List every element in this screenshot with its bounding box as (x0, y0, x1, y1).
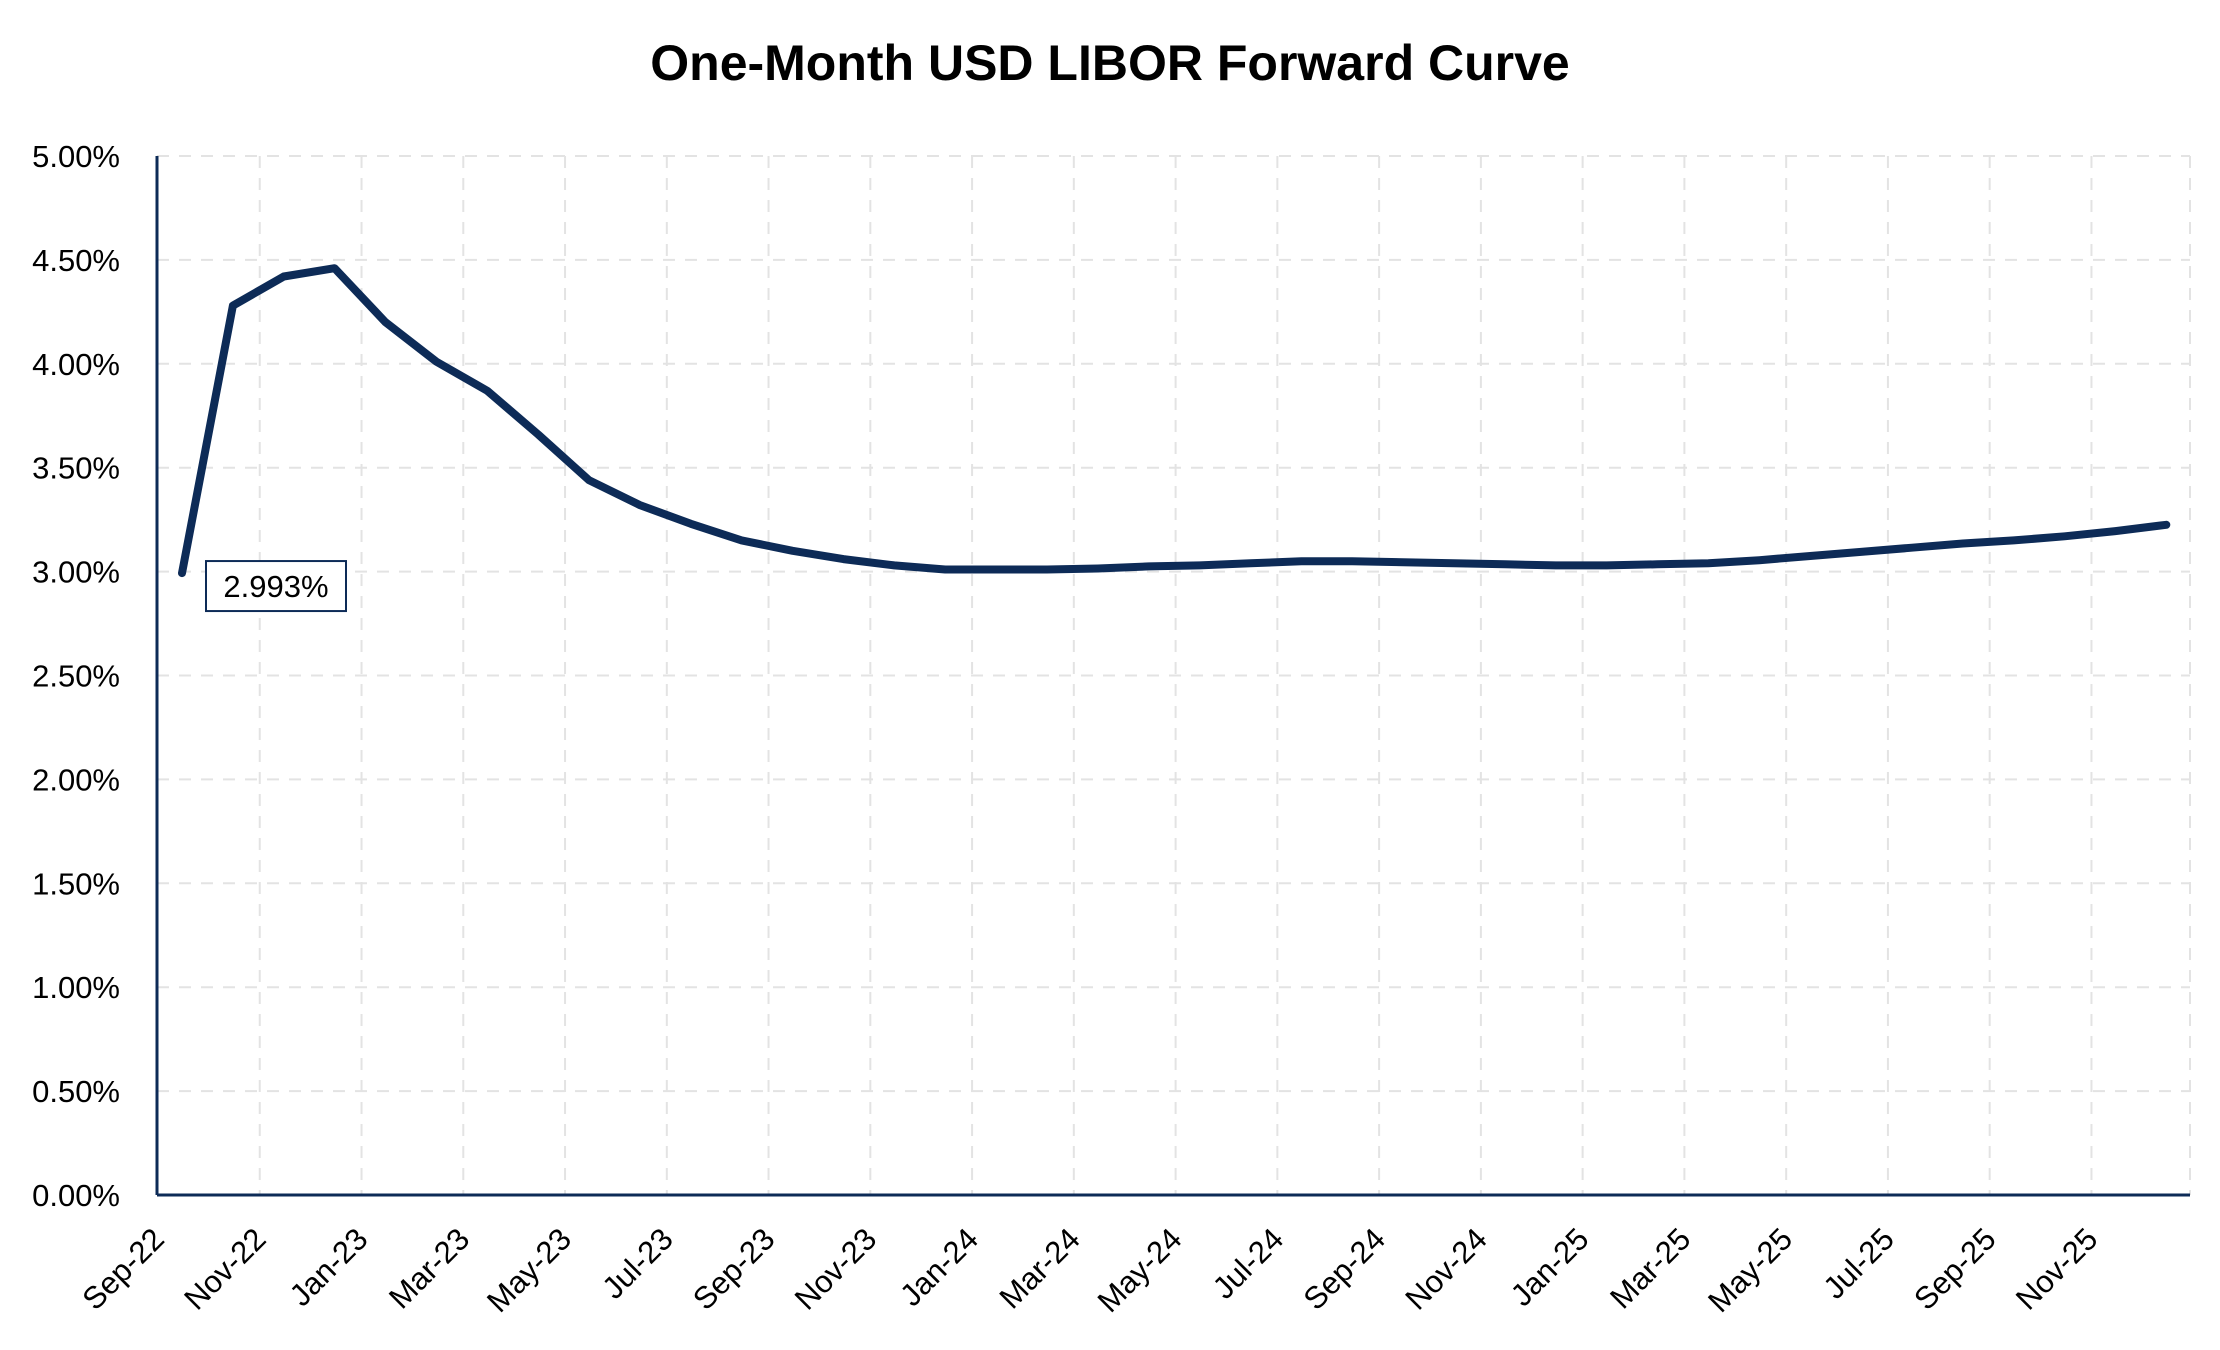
x-tick-label: Sep-24 (1297, 1221, 1392, 1316)
x-tick-label: Sep-22 (76, 1221, 171, 1316)
y-tick-label: 1.00% (32, 970, 120, 1005)
x-tick-label: Jul-24 (1206, 1221, 1290, 1305)
series-layer (178, 264, 2171, 578)
data-label-box (205, 560, 347, 613)
x-tick-label: Nov-22 (177, 1221, 272, 1316)
x-tick-label: Jul-23 (595, 1221, 679, 1305)
x-tick-label: Sep-25 (1907, 1221, 2002, 1316)
y-tick-label: 2.00% (32, 762, 120, 797)
annotations: 2.993% (205, 560, 347, 613)
x-tick-label: May-24 (1091, 1221, 1189, 1319)
x-tick-label: Nov-24 (1398, 1221, 1493, 1316)
x-tick-label: Mar-23 (382, 1221, 476, 1315)
y-tick-label: 4.00% (32, 347, 120, 382)
x-tick-label: Mar-25 (1603, 1221, 1697, 1315)
y-tick-label: 3.00% (32, 555, 120, 590)
y-tick-label: 1.50% (32, 866, 120, 901)
y-tick-label: 0.50% (32, 1074, 120, 1109)
y-axis-tick-labels: 0.00% 0.50% 1.00% 1.50% 2.00% 2.50% 3.00% 3.50%… (32, 139, 120, 1213)
y-tick-label: 5.00% (32, 139, 120, 174)
axes (155, 156, 2190, 1197)
data-label: 2.993% (223, 569, 328, 604)
x-tick-label: Jul-25 (1816, 1221, 1900, 1305)
y-tick-label: 3.50% (32, 451, 120, 486)
series-line (178, 264, 2171, 578)
chart-title: One-Month USD LIBOR Forward Curve (650, 35, 1570, 91)
y-tick-label: 0.00% (32, 1178, 120, 1213)
x-tick-label: Mar-24 (993, 1221, 1087, 1315)
y-tick-label: 2.50% (32, 659, 120, 694)
grid-lines (157, 155, 2191, 1195)
x-tick-label: Sep-23 (686, 1221, 781, 1316)
x-tick-label: Nov-25 (2009, 1221, 2104, 1316)
x-axis-tick-labels: Sep-22 Nov-22 Jan-23 Mar-23 May-23 Jul-23 Sep-… (76, 1221, 2105, 1319)
x-tick-label: May-25 (1701, 1221, 1799, 1319)
y-tick-label: 4.50% (32, 243, 120, 278)
x-tick-label: Nov-23 (788, 1221, 883, 1316)
x-tick-label: Jan-25 (1504, 1221, 1596, 1313)
x-tick-label: Jan-24 (893, 1221, 985, 1313)
x-tick-label: Jan-23 (283, 1221, 375, 1313)
x-tick-label: May-23 (480, 1221, 578, 1319)
